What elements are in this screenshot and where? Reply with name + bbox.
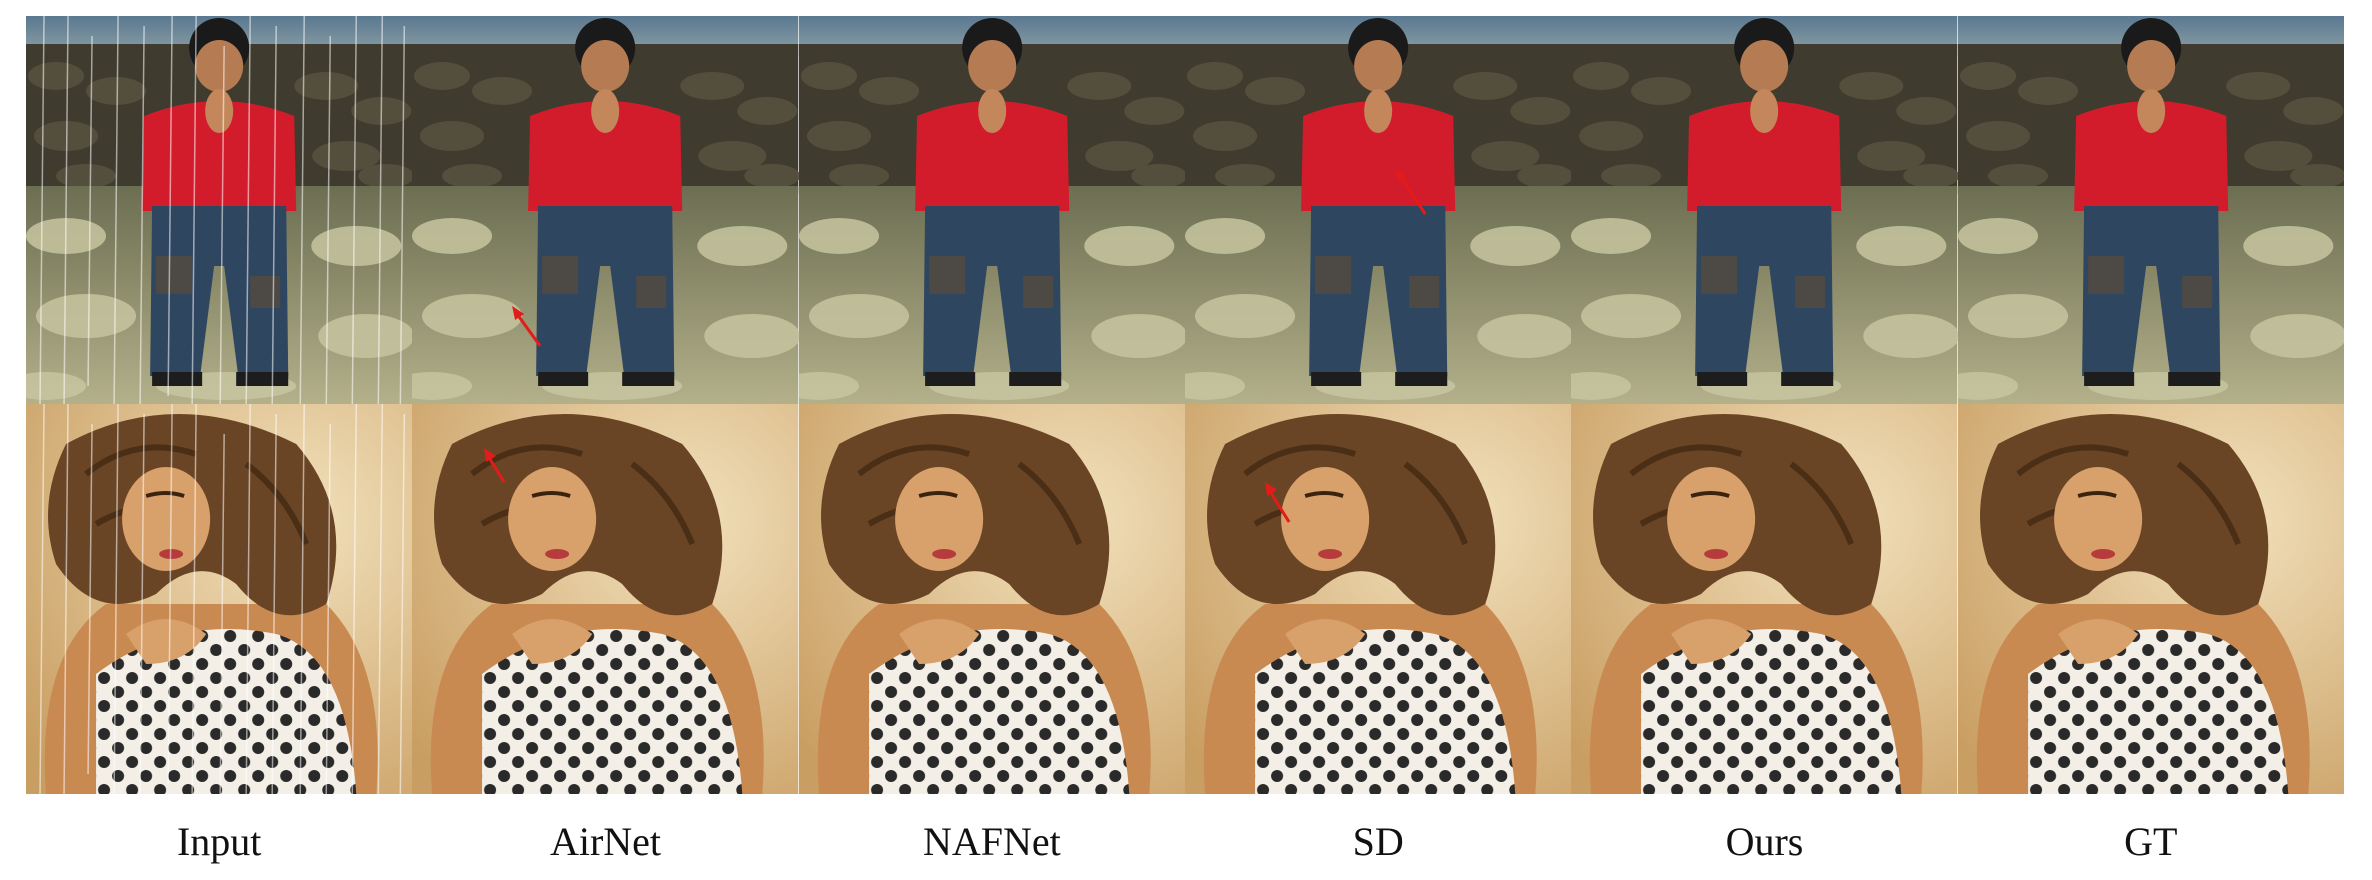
boy-image bbox=[1957, 16, 2344, 404]
tile-row1-nafnet bbox=[798, 16, 1185, 404]
tile-row1-sd bbox=[1185, 16, 1572, 404]
label-ours: Ours bbox=[1725, 819, 1804, 864]
label-gt: GT bbox=[2124, 819, 2178, 864]
boy-image bbox=[412, 16, 799, 404]
tile-row1-airnet bbox=[412, 16, 799, 404]
column-labels: Input AirNet NAFNet SD Ours GT bbox=[26, 812, 2344, 872]
boy-image bbox=[1571, 16, 1958, 404]
woman-image bbox=[1571, 404, 1957, 794]
tile-row2-airnet bbox=[412, 404, 798, 794]
label-nafnet: NAFNet bbox=[922, 819, 1061, 864]
tile-row1-input bbox=[26, 16, 413, 404]
tile-row1-ours bbox=[1571, 16, 1958, 404]
tile-row2-ours bbox=[1571, 404, 1957, 794]
tile-row2-nafnet bbox=[799, 404, 1185, 794]
boy-image bbox=[1185, 16, 1572, 404]
boy-image bbox=[798, 16, 1185, 404]
red-arrow-head-icon bbox=[512, 306, 525, 320]
comparison-grid bbox=[26, 16, 2344, 794]
red-arrow-head-icon bbox=[484, 448, 497, 462]
tile-row2-input bbox=[26, 404, 412, 794]
woman-image bbox=[1958, 404, 2344, 794]
tile-row2-gt bbox=[1958, 404, 2344, 794]
label-airnet: AirNet bbox=[549, 819, 662, 864]
tile-row1-gt bbox=[1957, 16, 2344, 404]
woman-image bbox=[412, 404, 798, 794]
red-arrow-icon bbox=[516, 313, 542, 347]
red-arrow-icon bbox=[1267, 489, 1291, 523]
red-arrow-head-icon bbox=[1395, 168, 1408, 182]
red-arrow-head-icon bbox=[1265, 482, 1278, 496]
woman-image bbox=[799, 404, 1185, 794]
woman-image bbox=[1185, 404, 1571, 794]
label-sd: SD bbox=[1352, 819, 1404, 864]
tile-row2-sd bbox=[1185, 404, 1571, 794]
red-arrow-icon bbox=[487, 455, 506, 483]
woman-image bbox=[26, 404, 412, 794]
red-arrow-icon bbox=[1398, 175, 1427, 215]
boy-image bbox=[26, 16, 413, 404]
label-input: Input bbox=[176, 819, 262, 864]
